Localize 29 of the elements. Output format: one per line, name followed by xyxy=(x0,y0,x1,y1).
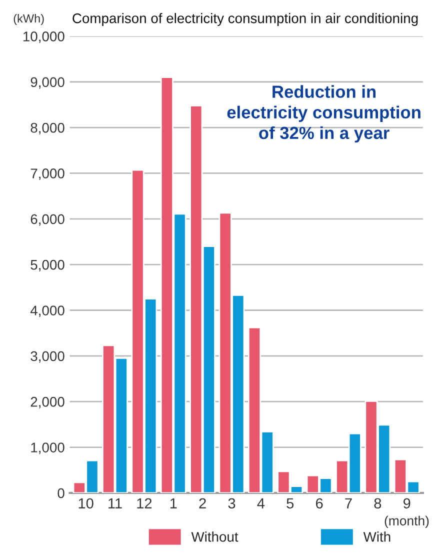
x-tick-label: 11 xyxy=(108,498,122,508)
annotation: Reduction in electricity consumption of 32% in a year xyxy=(227,85,420,143)
x-tick-label: 1 xyxy=(170,498,177,508)
x-tick-label: 6 xyxy=(316,498,323,509)
x-tick-label: 8 xyxy=(374,498,382,509)
x-axis-title: (month) xyxy=(384,516,429,528)
y-tick-label: 3,000 xyxy=(30,351,64,363)
y-tick-label: 8,000 xyxy=(30,122,64,134)
y-tick-label: 2,000 xyxy=(30,396,64,408)
y-tick-label: 9,000 xyxy=(30,77,64,89)
x-tick-label: 7 xyxy=(345,498,352,508)
y-tick-label: 10,000 xyxy=(23,32,64,44)
y-tick-label: 7,000 xyxy=(30,168,64,180)
y-axis-title: (kWh) xyxy=(14,14,44,25)
x-tick-label: 10 xyxy=(78,498,94,509)
x-tick-label: 5 xyxy=(286,498,294,509)
x-tick-label: 2 xyxy=(199,498,206,508)
x-tick-label: 12 xyxy=(137,498,152,508)
x-tick-label: 3 xyxy=(228,498,236,509)
y-tick-label: 1,000 xyxy=(31,442,64,454)
legend-label: With xyxy=(363,532,390,542)
y-tick-label: 0 xyxy=(58,488,64,498)
y-tick-label: 6,000 xyxy=(30,214,64,226)
y-tick-label: 4,000 xyxy=(30,306,64,318)
x-tick-label: 9 xyxy=(403,498,410,509)
x-tick-label: 4 xyxy=(257,498,265,508)
chart-title: Comparison of electricity consumption in air conditioning xyxy=(72,13,418,26)
legend-label: Without xyxy=(191,532,238,542)
y-tick-label: 5,000 xyxy=(30,260,64,272)
